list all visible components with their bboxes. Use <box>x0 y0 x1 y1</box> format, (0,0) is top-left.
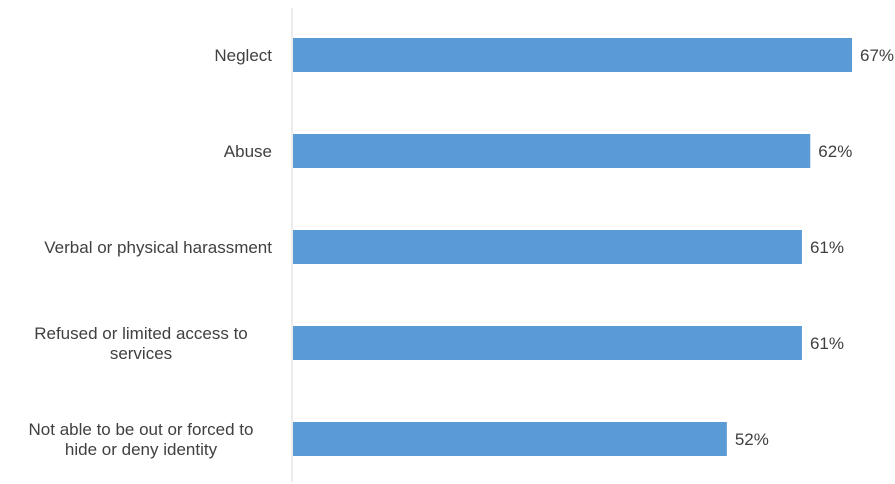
bar <box>293 230 802 264</box>
data-label: 67% <box>860 46 894 65</box>
category-label: Verbal or physical harassment <box>44 238 272 257</box>
category-label: Refused or limited access to <box>34 324 248 343</box>
category-label: Neglect <box>214 46 272 65</box>
bar <box>293 326 802 360</box>
category-label: Abuse <box>224 142 272 161</box>
labels-layer: 67% Neglect 62% Abuse 61% Verbal or physical … <box>29 46 894 459</box>
category-label: hide or deny identity <box>65 440 218 459</box>
data-label: 52% <box>735 430 769 449</box>
data-label: 61% <box>810 238 844 257</box>
category-label: Not able to be out or forced to <box>29 420 254 439</box>
category-label: services <box>110 344 172 363</box>
bar <box>293 422 727 456</box>
bars-layer <box>293 38 852 456</box>
bar <box>293 38 852 72</box>
bar <box>293 134 811 168</box>
data-label: 62% <box>818 142 852 161</box>
data-label: 61% <box>810 334 844 353</box>
